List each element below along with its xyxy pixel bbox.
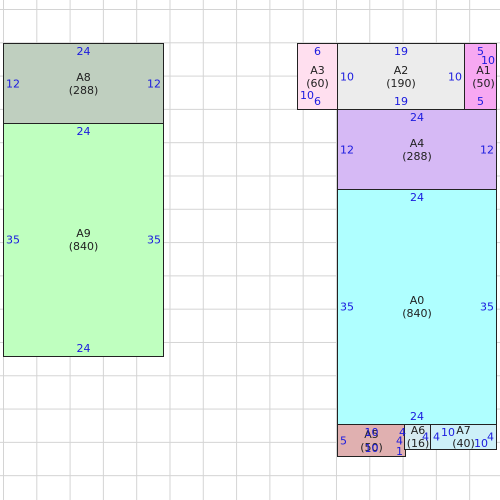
rect-a3-label: A3 (60) [306,63,329,90]
rect-a8-left-dim: 12 [6,77,20,90]
rect-a2-bottom-dim: 19 [394,95,408,108]
rect-a5-label: A5 (50) [360,427,383,454]
rect-a3-top-dim: 6 [314,45,321,58]
rect-a1-bottom-dim: 5 [477,95,484,108]
rect-a0-bottom-dim: 24 [410,410,424,423]
rect-a1: A1 (50) 5 10 5 [464,43,497,110]
rect-a4: A4 (288) 24 12 12 [337,109,497,190]
rect-a6-label: A6 (16) [406,424,430,450]
rect-a1-label: A1 (50) [472,63,495,90]
rect-a6: A6 (16) 4 4 1 [396,424,432,457]
rect-a1-top-dim: 5 [477,45,484,58]
rect-a4-right-dim: 12 [480,143,494,156]
rect-a2-left-dim: 10 [340,70,354,83]
rect-a5-bottom-dim: 10 [364,442,379,455]
rect-a7-right-dim: 4 [487,430,494,444]
rect-a9-right-dim: 35 [147,233,161,247]
rect-a7-left-dim: 4 [433,430,440,444]
rect-a9-bottom-dim: 24 [76,342,91,355]
rect-a3-left-dim: 10 [300,89,314,102]
rect-a2-label: A2 (190) [386,63,416,90]
rect-a9-label: A9 (840) [68,227,99,253]
rect-a8-label: A8 (288) [68,70,99,97]
rect-a9-top-dim: 24 [76,125,91,138]
rect-a8-right-dim: 12 [147,77,161,90]
rect-a9-left-dim: 35 [6,233,20,247]
rect-a6-right-dim: 4 [422,430,429,444]
rect-a1-right-dim: 10 [481,54,495,67]
rect-a3-bottom-dim: 6 [314,95,321,108]
rect-a7: A7 (40) 10 4 4 10 [430,424,497,450]
rect-a7-label: A7 (40) [452,424,475,450]
rect-a0-right-dim: 35 [480,300,494,314]
rect-a4-label: A4 (288) [402,136,432,163]
rect-a6-top-dim: 4 [399,426,406,439]
rect-a7-bottom-dim: 10 [474,437,488,450]
rect-a7-top-dim: 10 [441,426,455,439]
rect-a2-right-dim: 10 [448,70,462,83]
rect-a2: A2 (190) 19 10 10 19 [337,43,465,110]
rect-a6-bottom-dim: 1 [396,445,403,458]
rect-a4-top-dim: 24 [410,111,424,124]
rect-a5-left-dim: 5 [340,434,347,447]
rect-a2-top-dim: 19 [394,45,408,58]
rect-a5: A5 (50) 10 5 4 10 [337,424,406,457]
rect-a0-label: A0 (840) [402,294,432,320]
rect-a0: A0 (840) 24 35 35 24 [337,189,497,425]
rect-a4-left-dim: 12 [340,143,354,156]
rect-a0-left-dim: 35 [340,300,354,314]
rect-a8: A8 (288) 24 12 12 [3,43,164,124]
rect-a8-top-dim: 24 [76,45,91,58]
rect-a9: A9 (840) 24 35 35 24 [3,123,164,357]
rect-a5-top-dim: 10 [364,426,379,439]
rect-a5-right-dim: 4 [396,434,403,447]
rect-a3: A3 (60) 6 10 6 [297,43,338,110]
rect-a0-top-dim: 24 [410,191,424,204]
